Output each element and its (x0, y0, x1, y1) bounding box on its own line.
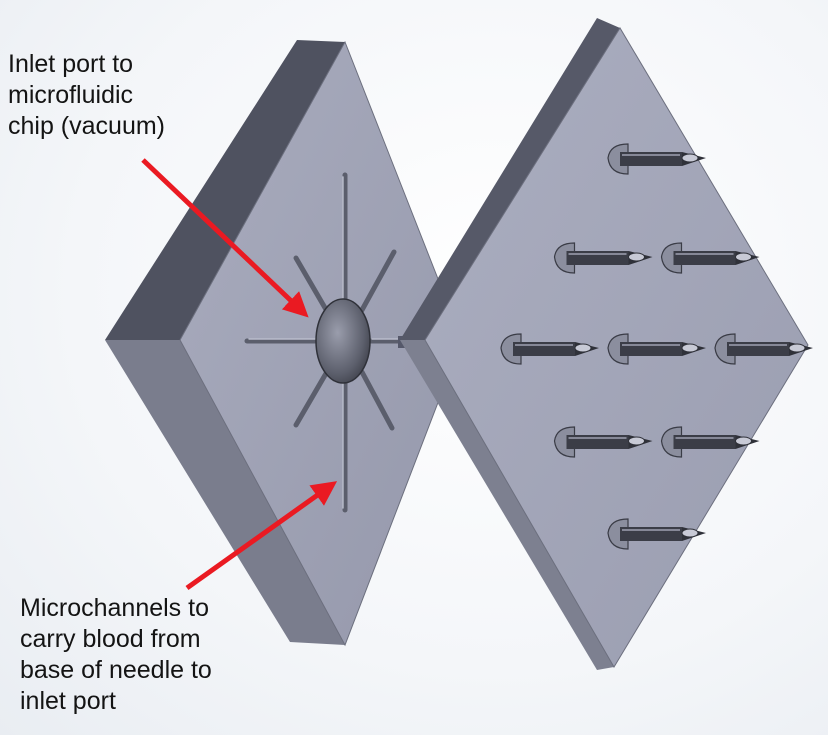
annotation-inlet-port: Inlet port to microfluidic chip (vacuum) (8, 50, 165, 140)
needle-base (553, 242, 576, 274)
needle-shaft (673, 251, 736, 265)
needle-base (714, 333, 736, 365)
needle (553, 242, 653, 274)
needle-bevel (735, 436, 752, 446)
needle-base (660, 242, 683, 274)
needle (607, 333, 706, 365)
arrow-to-microchannels (185, 481, 338, 591)
needle (660, 242, 760, 274)
needle-base (660, 426, 683, 458)
right-plate-bottom-edge (400, 340, 614, 670)
needle-bevel (681, 343, 699, 353)
needle-base (607, 518, 629, 550)
needle-shaft (727, 342, 789, 356)
needle-shaft (673, 435, 736, 449)
left-plate-bottom-edge (105, 340, 345, 645)
microchannels (244, 172, 415, 513)
needle (607, 143, 706, 175)
needle-base (607, 333, 629, 365)
annotation-microchannels: Microchannels to carry blood from base o… (20, 594, 212, 715)
inlet-port (315, 298, 371, 384)
needle (660, 426, 760, 458)
channel-up-left (293, 255, 331, 316)
needle-bevel (681, 528, 699, 538)
needle-base (607, 143, 629, 175)
arrow-to-inlet-port (141, 158, 309, 318)
needle (714, 333, 813, 365)
needle (553, 426, 653, 458)
needle-bevel (574, 343, 592, 353)
channel-highlights (248, 176, 411, 509)
needle-bevel (628, 252, 645, 262)
left-plate-top-edge (105, 40, 345, 340)
right-plate-top-edge (400, 18, 620, 340)
needle-bevel (788, 343, 806, 353)
channel-down-left (293, 367, 331, 428)
needle-base (500, 333, 522, 365)
needle-array (500, 143, 813, 550)
needle-shaft (620, 342, 682, 356)
needle-bevel (681, 153, 699, 163)
needle-base (553, 426, 576, 458)
right-plate-outline (424, 27, 809, 668)
needle-shaft (566, 251, 629, 265)
channel-up-right (359, 249, 397, 313)
needle-bevel (628, 436, 645, 446)
needle (500, 333, 599, 365)
needle-bevel (735, 252, 752, 262)
needle-shaft (620, 152, 682, 166)
needle (607, 518, 706, 550)
needle-shaft (566, 435, 629, 449)
needle-shaft (513, 342, 575, 356)
channel-down-right (359, 369, 395, 431)
needle-shaft (620, 527, 682, 541)
